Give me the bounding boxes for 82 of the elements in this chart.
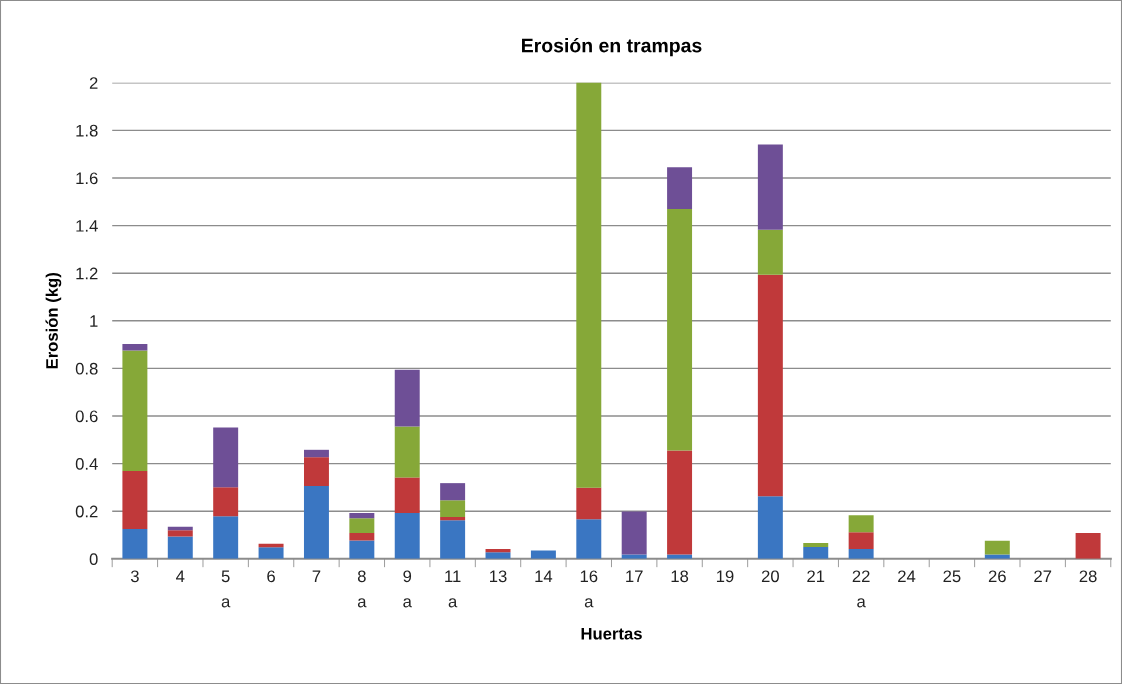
bar bbox=[303, 457, 329, 486]
bar bbox=[576, 82, 602, 488]
bar bbox=[122, 470, 148, 530]
x-tick-label: 9 a bbox=[403, 570, 412, 608]
bar bbox=[621, 511, 647, 555]
y-tick-label: 1.4 bbox=[76, 220, 98, 232]
x-tick-label: 20 bbox=[761, 570, 779, 583]
y-tick-label: 0.6 bbox=[75, 410, 98, 423]
x-tick-label: 19 bbox=[716, 570, 734, 583]
x-tick-label: 13 bbox=[490, 570, 507, 583]
bar bbox=[122, 529, 148, 559]
x-axis-title: Huertas bbox=[581, 627, 642, 640]
bar bbox=[485, 549, 511, 553]
y-tick-label: 1.6 bbox=[76, 172, 98, 185]
x-tick-label: 21 bbox=[807, 570, 825, 583]
bar bbox=[667, 167, 693, 209]
bar bbox=[576, 487, 602, 520]
bar bbox=[394, 477, 420, 513]
bar bbox=[757, 274, 783, 497]
bar bbox=[848, 532, 874, 550]
bar bbox=[848, 515, 874, 533]
bar bbox=[440, 483, 466, 501]
bar bbox=[440, 500, 466, 517]
x-tick-label: 27 bbox=[1034, 570, 1052, 583]
bar bbox=[757, 229, 783, 275]
bar bbox=[349, 512, 375, 519]
bar bbox=[213, 487, 239, 517]
x-tick-label: 14 bbox=[535, 570, 553, 583]
bar bbox=[213, 516, 239, 559]
bar bbox=[576, 519, 602, 559]
x-tick-label: 5 a bbox=[221, 570, 231, 608]
bar bbox=[213, 427, 239, 488]
bar bbox=[803, 546, 829, 559]
x-tick-label: 28 bbox=[1079, 570, 1097, 583]
bar bbox=[848, 549, 874, 559]
y-axis-title: Erosión (kg) bbox=[45, 273, 62, 369]
y-tick-label: 0.2 bbox=[75, 505, 98, 518]
y-tick-label: 0.4 bbox=[75, 458, 98, 470]
x-tick-label: 24 bbox=[898, 570, 916, 583]
bar bbox=[394, 369, 420, 427]
bar bbox=[167, 536, 193, 559]
bar bbox=[303, 485, 329, 559]
x-tick-label: 18 bbox=[671, 570, 689, 583]
bar bbox=[122, 343, 148, 351]
y-tick-label: 1 bbox=[90, 315, 98, 327]
bar bbox=[440, 516, 466, 521]
y-tick-label: 1.8 bbox=[76, 124, 98, 137]
x-tick-label: 16 a bbox=[580, 570, 598, 608]
bar bbox=[258, 547, 284, 559]
chart-title: Erosión en trampas bbox=[522, 37, 702, 57]
bar bbox=[984, 540, 1010, 555]
y-tick-label: 2 bbox=[89, 77, 98, 89]
bar bbox=[394, 512, 420, 559]
bar bbox=[167, 530, 193, 537]
y-tick-label: 0.8 bbox=[75, 362, 98, 375]
bar bbox=[757, 144, 783, 230]
bar bbox=[803, 542, 829, 547]
bar bbox=[303, 449, 329, 458]
bar bbox=[349, 540, 375, 559]
x-tick-label: 11 a bbox=[445, 570, 461, 608]
x-tick-label: 6 bbox=[267, 570, 275, 583]
bar bbox=[394, 426, 420, 478]
x-tick-label: 17 bbox=[626, 570, 643, 583]
bar bbox=[667, 450, 693, 555]
bar bbox=[757, 496, 783, 559]
bar bbox=[667, 208, 693, 451]
y-tick-label: 1.2 bbox=[76, 267, 98, 280]
x-tick-label: 22 a bbox=[852, 570, 870, 608]
bar bbox=[1075, 532, 1101, 559]
x-tick-label: 25 bbox=[943, 570, 961, 583]
bar bbox=[349, 533, 375, 541]
x-tick-label: 7 bbox=[312, 570, 321, 583]
x-tick-label: 8 a bbox=[357, 570, 367, 608]
bar bbox=[530, 550, 556, 559]
y-tick-label: 0 bbox=[89, 553, 98, 566]
bar bbox=[258, 543, 284, 548]
bar bbox=[349, 518, 375, 534]
x-tick-label: 4 bbox=[176, 570, 185, 583]
x-tick-label: 3 bbox=[130, 570, 139, 583]
bar bbox=[122, 350, 148, 471]
bar bbox=[440, 520, 466, 559]
x-tick-label: 26 bbox=[988, 570, 1006, 583]
